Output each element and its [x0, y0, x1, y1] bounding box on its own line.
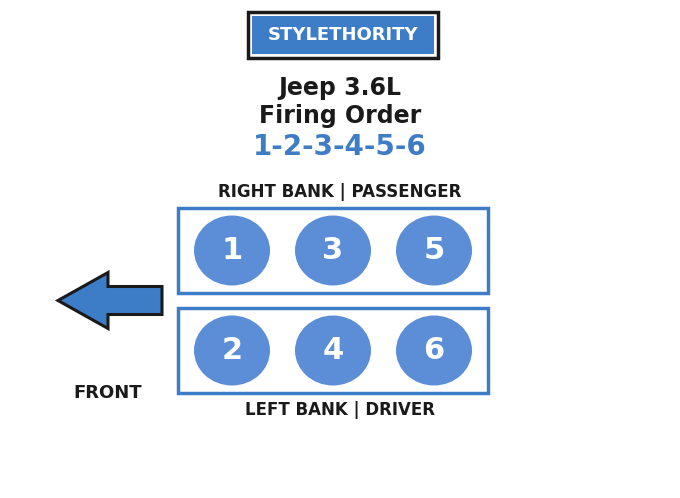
- Text: 5: 5: [424, 236, 445, 265]
- Text: 6: 6: [424, 336, 445, 365]
- Bar: [252, 16, 434, 54]
- Text: LEFT BANK | DRIVER: LEFT BANK | DRIVER: [245, 401, 435, 419]
- Bar: [178, 308, 488, 393]
- Text: 1-2-3-4-5-6: 1-2-3-4-5-6: [253, 133, 427, 161]
- Ellipse shape: [396, 216, 472, 285]
- Ellipse shape: [295, 316, 371, 385]
- Text: STYLETHORITY: STYLETHORITY: [268, 26, 418, 44]
- Ellipse shape: [295, 216, 371, 285]
- Text: Firing Order: Firing Order: [259, 104, 421, 128]
- Text: 4: 4: [322, 336, 343, 365]
- Text: 3: 3: [322, 236, 343, 265]
- Text: 1: 1: [222, 236, 243, 265]
- Text: 2: 2: [222, 336, 243, 365]
- Bar: [248, 12, 438, 58]
- Bar: [178, 208, 488, 293]
- Polygon shape: [58, 272, 162, 329]
- Ellipse shape: [194, 216, 270, 285]
- Ellipse shape: [396, 316, 472, 385]
- Text: RIGHT BANK | PASSENGER: RIGHT BANK | PASSENGER: [218, 183, 462, 201]
- Ellipse shape: [194, 316, 270, 385]
- Text: Jeep 3.6L: Jeep 3.6L: [279, 76, 401, 100]
- Text: FRONT: FRONT: [73, 384, 142, 402]
